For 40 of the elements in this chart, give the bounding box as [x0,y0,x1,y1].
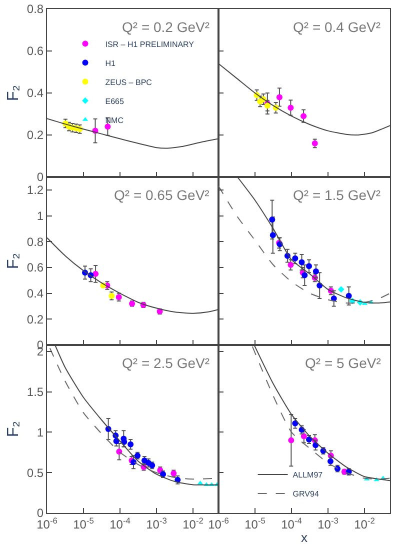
text: Q² = 0.65 GeV² [114,187,210,203]
y-tick-label: 1 [36,425,44,440]
x-tick-label: 10$^{-3}$ [146,515,168,532]
y-tick-label: 0.8 [26,234,44,249]
y-axis-title: F₂ [4,253,22,269]
legend-label: ALLM97 [292,470,324,480]
y-tick-label: 0 [36,170,44,184]
x-tick-label: 10$^{-3}$ [318,515,339,532]
x-tick-label: 10$^{-4}$ [281,515,302,532]
y-tick-label: 0.5 [26,466,44,480]
text: Q² = 0.4 GeV² [293,19,381,35]
text: Q² = 0.2 GeV² [122,19,210,35]
y-tick-label: 1.5 [26,385,44,400]
legend-label: ISR – H1 PRELIMINARY [105,40,195,49]
legend-label: GRV94 [292,490,320,499]
x-tick-label: 10$^{-2}$ [354,515,376,532]
y-tick-label: 0.6 [26,260,44,275]
x-tick-label: 10$^{-4}$ [110,515,131,532]
legend-label: ZEUS – BPC [105,78,152,87]
y-axis-title: F₂ [4,85,22,101]
y-tick-label: 0.4 [26,86,44,100]
y-axis-title: F₂ [4,421,22,437]
y-tick-label: 0.8 [26,2,44,16]
y-tick-label: 0.6 [26,44,44,58]
text: Q² = 1.5 GeV² [293,187,381,203]
y-tick-label: 0.2 [26,312,44,326]
y-tick-label: 1 [36,208,44,223]
legend-label: H1 [105,58,116,68]
x-tick-label: 10$^{-5}$ [73,515,94,532]
y-tick-label: 0 [36,506,44,520]
y-tick-label: 0.4 [26,286,44,301]
y-tick-label: 0.2 [26,128,44,142]
text: Q² = 2.5 GeV² [122,355,210,371]
x-tick-label: 10$^{-2}$ [182,515,204,532]
x-tick-label: 10$^{-5}$ [244,515,266,532]
x-tick-label: 10$^{-6}$ [208,515,230,532]
x-axis-title: x [301,530,308,545]
text: Q² = 5 GeV² [305,355,382,371]
legend-label: E665 [105,96,124,106]
y-tick-label: 1.2 [26,183,44,198]
